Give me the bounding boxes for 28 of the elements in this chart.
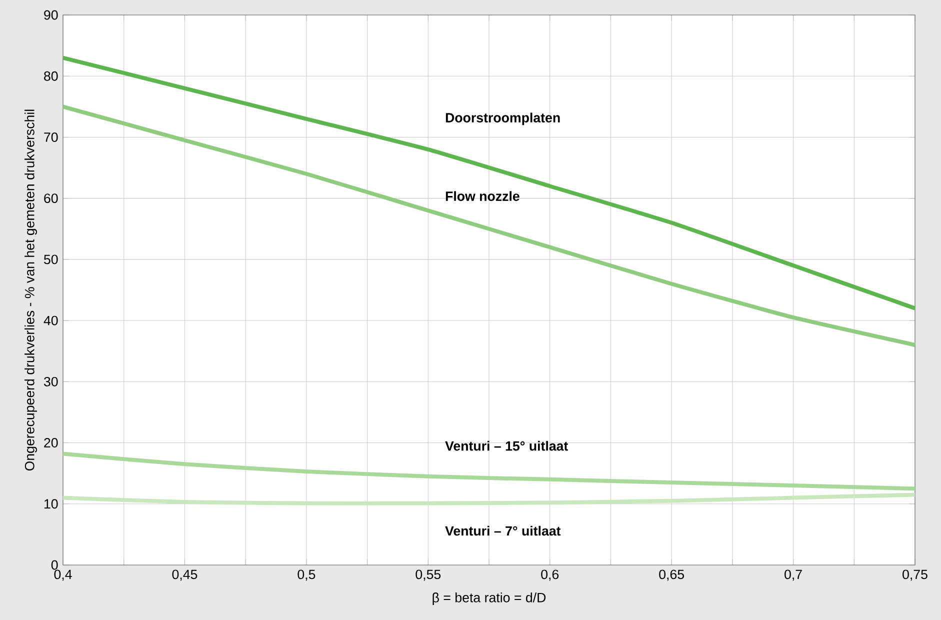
series-label: Venturi – 15° uitlaat [445,440,568,451]
y-tick-label: 50 [44,254,58,264]
x-tick-label: 0,55 [416,570,441,581]
line-series [61,452,918,491]
x-tick-label: 0,4 [54,570,72,581]
y-tick-label: 0 [51,560,58,570]
line-series [61,56,918,310]
x-tick-label: 0,6 [541,570,559,581]
y-tick-label: 60 [44,194,58,204]
y-axis-title: Ongerecupeerd drukverlies - % van het gemeten drukverschil [24,110,37,471]
x-axis-title: β = beta ratio = d/D [432,592,546,605]
series-label: Venturi – 7° uitlaat [445,526,561,536]
series-label: Flow nozzle [446,191,520,201]
y-tick-label: 70 [44,132,58,142]
line-series [61,104,918,347]
y-tick-label: 90 [44,10,58,20]
y-tick-label: 30 [44,376,58,386]
y-tick-label: 40 [44,316,58,326]
x-tick-label: 0,65 [659,570,684,581]
y-tick-label: 10 [44,499,58,509]
y-tick-label: 80 [44,71,58,81]
x-tick-label: 0,45 [172,570,198,581]
x-tick-label: 0,7 [784,570,802,581]
y-tick-label: 20 [44,438,58,448]
x-tick-label: 0,75 [902,570,928,581]
x-tick-label: 0,5 [298,570,316,581]
line-series [61,492,918,506]
text: Doorstroomplaten [446,112,560,126]
